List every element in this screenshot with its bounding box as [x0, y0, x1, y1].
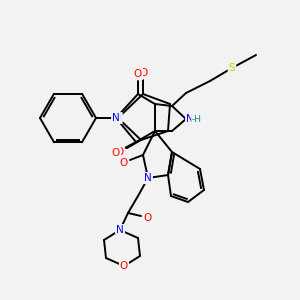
Text: S: S — [229, 63, 235, 73]
Text: S: S — [229, 63, 235, 73]
Text: O: O — [112, 148, 120, 158]
Text: O: O — [134, 69, 142, 79]
Text: O: O — [116, 147, 124, 157]
Text: N: N — [112, 113, 120, 123]
Text: N: N — [116, 225, 124, 235]
Text: O: O — [120, 261, 128, 271]
Text: N: N — [186, 114, 194, 124]
Text: O: O — [139, 68, 147, 78]
Text: O: O — [144, 213, 152, 223]
Text: O: O — [144, 213, 152, 223]
Text: O: O — [112, 148, 120, 158]
Text: N: N — [112, 113, 120, 123]
Text: -H: -H — [192, 115, 202, 124]
Text: O: O — [134, 69, 142, 79]
Text: O: O — [119, 158, 127, 168]
Text: -H: -H — [192, 115, 202, 124]
Text: O: O — [119, 158, 127, 168]
Text: N: N — [116, 225, 124, 235]
Text: N: N — [144, 173, 152, 183]
Text: O: O — [120, 261, 128, 271]
Text: N: N — [114, 113, 122, 123]
Text: N: N — [186, 114, 194, 124]
Text: N: N — [144, 173, 152, 183]
